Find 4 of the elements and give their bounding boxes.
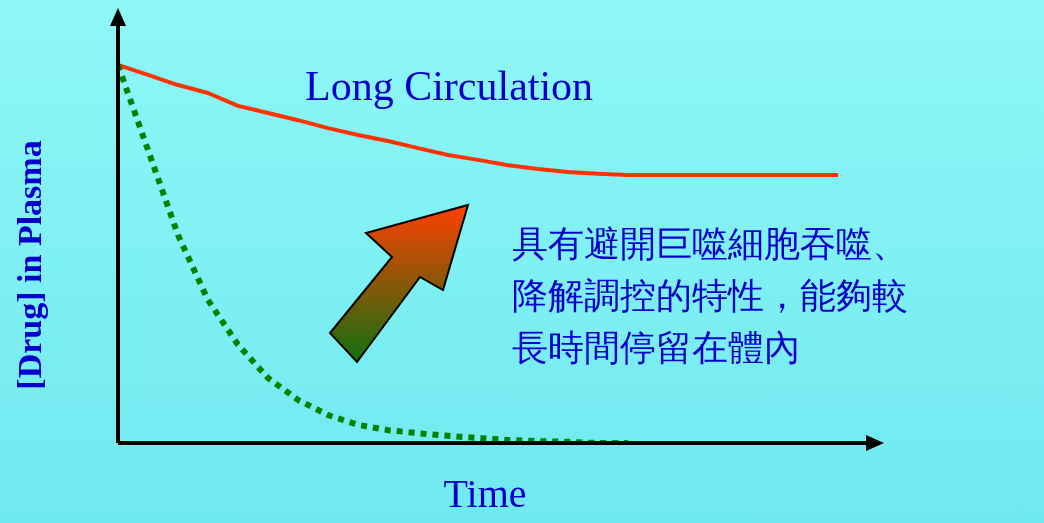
- series-label: Long Circulation: [305, 62, 594, 110]
- y-axis-title: [Drug] in Plasma: [11, 140, 49, 390]
- annotation: 具有避開巨噬細胞吞噬、降解調控的特性，能夠較長時間停留在體內: [512, 223, 909, 370]
- x-axis-title: Time: [442, 470, 528, 517]
